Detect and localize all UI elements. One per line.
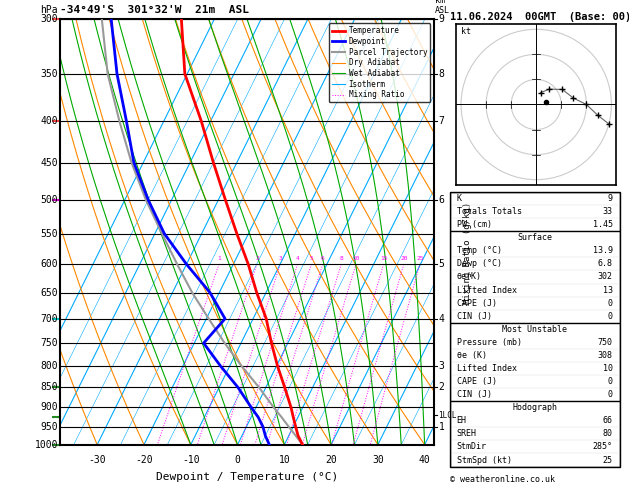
Text: 600: 600 bbox=[40, 259, 58, 269]
Text: 6.8: 6.8 bbox=[598, 260, 613, 268]
Text: CAPE (J): CAPE (J) bbox=[457, 377, 496, 386]
Text: 1000: 1000 bbox=[35, 440, 58, 450]
Text: Pressure (mb): Pressure (mb) bbox=[457, 338, 521, 347]
Text: SREH: SREH bbox=[457, 429, 477, 438]
Text: CIN (J): CIN (J) bbox=[457, 390, 491, 399]
Text: Surface: Surface bbox=[517, 233, 552, 242]
Text: 1LCL: 1LCL bbox=[438, 411, 457, 420]
Text: 800: 800 bbox=[40, 361, 58, 371]
Text: StmDir: StmDir bbox=[457, 442, 486, 451]
Text: 0: 0 bbox=[608, 390, 613, 399]
Text: θe (K): θe (K) bbox=[457, 351, 486, 360]
Text: Mixing Ratio (g/kg): Mixing Ratio (g/kg) bbox=[463, 202, 472, 304]
Text: 11.06.2024  00GMT  (Base: 00): 11.06.2024 00GMT (Base: 00) bbox=[450, 12, 629, 22]
Text: 0: 0 bbox=[608, 377, 613, 386]
Text: 20: 20 bbox=[325, 455, 337, 465]
Text: 8: 8 bbox=[340, 256, 343, 261]
Text: 750: 750 bbox=[598, 338, 613, 347]
Text: 950: 950 bbox=[40, 421, 58, 432]
Text: 6: 6 bbox=[321, 256, 325, 261]
Text: 40: 40 bbox=[419, 455, 430, 465]
Text: 80: 80 bbox=[603, 429, 613, 438]
Legend: Temperature, Dewpoint, Parcel Trajectory, Dry Adiabat, Wet Adiabat, Isotherm, Mi: Temperature, Dewpoint, Parcel Trajectory… bbox=[328, 23, 430, 103]
Text: 10: 10 bbox=[279, 455, 290, 465]
Text: 400: 400 bbox=[40, 116, 58, 126]
Text: 13.9: 13.9 bbox=[593, 246, 613, 255]
Text: 500: 500 bbox=[40, 195, 58, 205]
Text: 4: 4 bbox=[438, 313, 444, 324]
Text: EH: EH bbox=[457, 417, 467, 425]
Text: 1.45: 1.45 bbox=[593, 220, 613, 229]
Text: 550: 550 bbox=[40, 228, 58, 239]
Text: 10: 10 bbox=[352, 256, 360, 261]
Text: 4: 4 bbox=[296, 256, 299, 261]
Text: -30: -30 bbox=[88, 455, 106, 465]
Text: 350: 350 bbox=[40, 69, 58, 79]
Text: © weatheronline.co.uk: © weatheronline.co.uk bbox=[450, 474, 555, 484]
Text: 15: 15 bbox=[380, 256, 387, 261]
Text: 0: 0 bbox=[235, 455, 240, 465]
Text: Totals Totals: Totals Totals bbox=[457, 207, 521, 216]
Text: -34°49'S  301°32'W  21m  ASL: -34°49'S 301°32'W 21m ASL bbox=[60, 5, 248, 15]
Text: 650: 650 bbox=[40, 288, 58, 297]
Text: 33: 33 bbox=[603, 207, 613, 216]
Text: 3: 3 bbox=[438, 361, 444, 371]
Text: 7: 7 bbox=[438, 116, 444, 126]
Text: Lifted Index: Lifted Index bbox=[457, 286, 516, 295]
Text: Temp (°C): Temp (°C) bbox=[457, 246, 501, 255]
Text: kt: kt bbox=[461, 27, 471, 36]
Text: 9: 9 bbox=[438, 15, 444, 24]
Text: 3: 3 bbox=[279, 256, 282, 261]
Text: 700: 700 bbox=[40, 313, 58, 324]
Text: 9: 9 bbox=[608, 194, 613, 203]
Text: -20: -20 bbox=[135, 455, 153, 465]
Text: 5: 5 bbox=[309, 256, 313, 261]
Text: 300: 300 bbox=[40, 15, 58, 24]
Text: 2: 2 bbox=[438, 382, 444, 392]
Text: 6: 6 bbox=[438, 195, 444, 205]
Text: 20: 20 bbox=[400, 256, 408, 261]
Text: Lifted Index: Lifted Index bbox=[457, 364, 516, 373]
Text: CAPE (J): CAPE (J) bbox=[457, 298, 496, 308]
Text: StmSpd (kt): StmSpd (kt) bbox=[457, 455, 511, 465]
Text: Hodograph: Hodograph bbox=[512, 403, 557, 412]
Text: Dewpoint / Temperature (°C): Dewpoint / Temperature (°C) bbox=[156, 472, 338, 482]
Text: Most Unstable: Most Unstable bbox=[502, 325, 567, 334]
Text: 285°: 285° bbox=[593, 442, 613, 451]
Text: 10: 10 bbox=[603, 364, 613, 373]
Text: 450: 450 bbox=[40, 157, 58, 168]
Text: 13: 13 bbox=[603, 286, 613, 295]
Text: Dewp (°C): Dewp (°C) bbox=[457, 260, 501, 268]
Text: CIN (J): CIN (J) bbox=[457, 312, 491, 321]
Text: 8: 8 bbox=[438, 69, 444, 79]
Text: 850: 850 bbox=[40, 382, 58, 392]
Text: 30: 30 bbox=[372, 455, 384, 465]
Text: -10: -10 bbox=[182, 455, 199, 465]
Text: 308: 308 bbox=[598, 351, 613, 360]
Text: km
ASL: km ASL bbox=[435, 0, 450, 15]
Text: K: K bbox=[457, 194, 462, 203]
Text: 25: 25 bbox=[416, 256, 423, 261]
Text: 66: 66 bbox=[603, 417, 613, 425]
Text: 5: 5 bbox=[438, 259, 444, 269]
Text: 0: 0 bbox=[608, 298, 613, 308]
Text: 0: 0 bbox=[608, 312, 613, 321]
Text: 750: 750 bbox=[40, 338, 58, 348]
Text: 1: 1 bbox=[217, 256, 221, 261]
Text: 1: 1 bbox=[438, 421, 444, 432]
Text: hPa: hPa bbox=[40, 5, 58, 15]
Text: 302: 302 bbox=[598, 273, 613, 281]
Text: 900: 900 bbox=[40, 402, 58, 413]
Text: 25: 25 bbox=[603, 455, 613, 465]
Text: PW (cm): PW (cm) bbox=[457, 220, 491, 229]
Text: θe(K): θe(K) bbox=[457, 273, 482, 281]
Text: 2: 2 bbox=[255, 256, 259, 261]
